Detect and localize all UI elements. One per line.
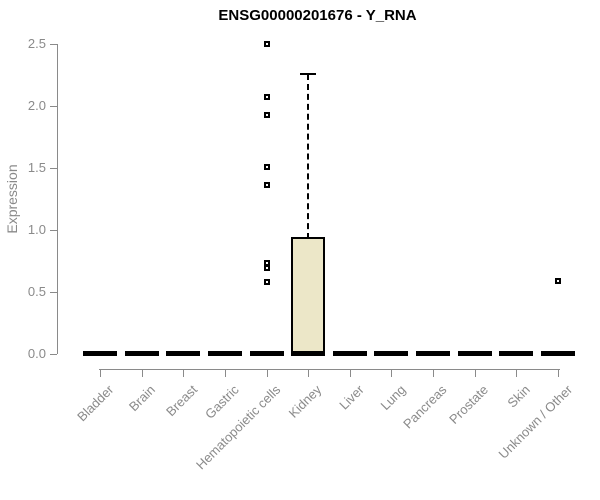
x-tick-label: Brain xyxy=(126,382,159,415)
median-line xyxy=(374,352,409,356)
x-tick-label: Liver xyxy=(335,382,367,413)
x-axis-line xyxy=(99,369,561,370)
x-tick-mark xyxy=(391,369,393,377)
x-tick-label: Lung xyxy=(377,382,409,414)
x-tick-mark xyxy=(224,369,226,377)
x-tick-label: Skin xyxy=(504,382,534,411)
median-line xyxy=(541,352,576,356)
upper-whisker-line xyxy=(307,73,310,239)
median-line xyxy=(249,352,284,356)
x-tick-mark xyxy=(141,369,143,377)
y-tick-label: 1.0 xyxy=(27,222,46,237)
y-tick-mark xyxy=(50,106,57,107)
y-tick-label: 2.0 xyxy=(27,98,46,113)
x-tick-label: Pancreas xyxy=(400,382,450,432)
y-tick-mark xyxy=(50,292,57,293)
median-line xyxy=(83,352,117,356)
outlier-point xyxy=(555,277,562,284)
outlier-point xyxy=(263,182,270,189)
outlier-point xyxy=(263,260,270,267)
x-tick-mark xyxy=(100,369,101,377)
median-line xyxy=(124,352,159,356)
x-tick-label: Breast xyxy=(162,382,200,420)
x-tick-mark xyxy=(474,369,476,377)
y-tick-mark xyxy=(50,168,57,169)
y-tick-mark xyxy=(50,230,57,231)
x-tick-label: Unknown / Other xyxy=(495,382,575,462)
y-axis-line xyxy=(57,44,58,354)
median-line xyxy=(416,352,451,356)
y-tick-mark xyxy=(50,44,57,45)
upper-whisker-cap xyxy=(300,72,317,75)
median-line xyxy=(332,352,367,356)
outlier-point xyxy=(263,163,270,170)
outlier-point xyxy=(263,41,270,47)
y-tick-label: 2.5 xyxy=(27,36,46,51)
outlier-point xyxy=(263,111,270,118)
y-tick-label: 1.5 xyxy=(27,160,46,175)
median-line xyxy=(457,352,492,356)
y-axis-title: Expression xyxy=(4,164,20,234)
x-tick-mark xyxy=(516,369,518,377)
y-tick-label: 0.5 xyxy=(27,284,46,299)
y-tick-mark xyxy=(50,354,57,355)
median-line xyxy=(499,352,534,356)
x-tick-mark xyxy=(558,369,560,377)
box-rect xyxy=(291,236,326,356)
chart-title: ENSG00000201676 - Y_RNA xyxy=(218,7,417,24)
median-line xyxy=(166,352,201,356)
x-tick-mark xyxy=(183,369,185,377)
x-tick-label: Gastric xyxy=(201,382,242,422)
x-tick-mark xyxy=(433,369,435,377)
x-tick-label: Kidney xyxy=(286,382,325,421)
x-tick-label: Bladder xyxy=(74,382,117,425)
y-tick-label: 0.0 xyxy=(27,346,46,361)
x-tick-mark xyxy=(266,369,268,377)
x-tick-mark xyxy=(308,369,310,377)
x-tick-mark xyxy=(349,369,351,377)
median-line xyxy=(207,352,242,356)
outlier-point xyxy=(263,279,270,286)
x-tick-label: Prostate xyxy=(446,382,492,427)
median-line xyxy=(291,351,326,355)
outlier-point xyxy=(263,94,270,101)
